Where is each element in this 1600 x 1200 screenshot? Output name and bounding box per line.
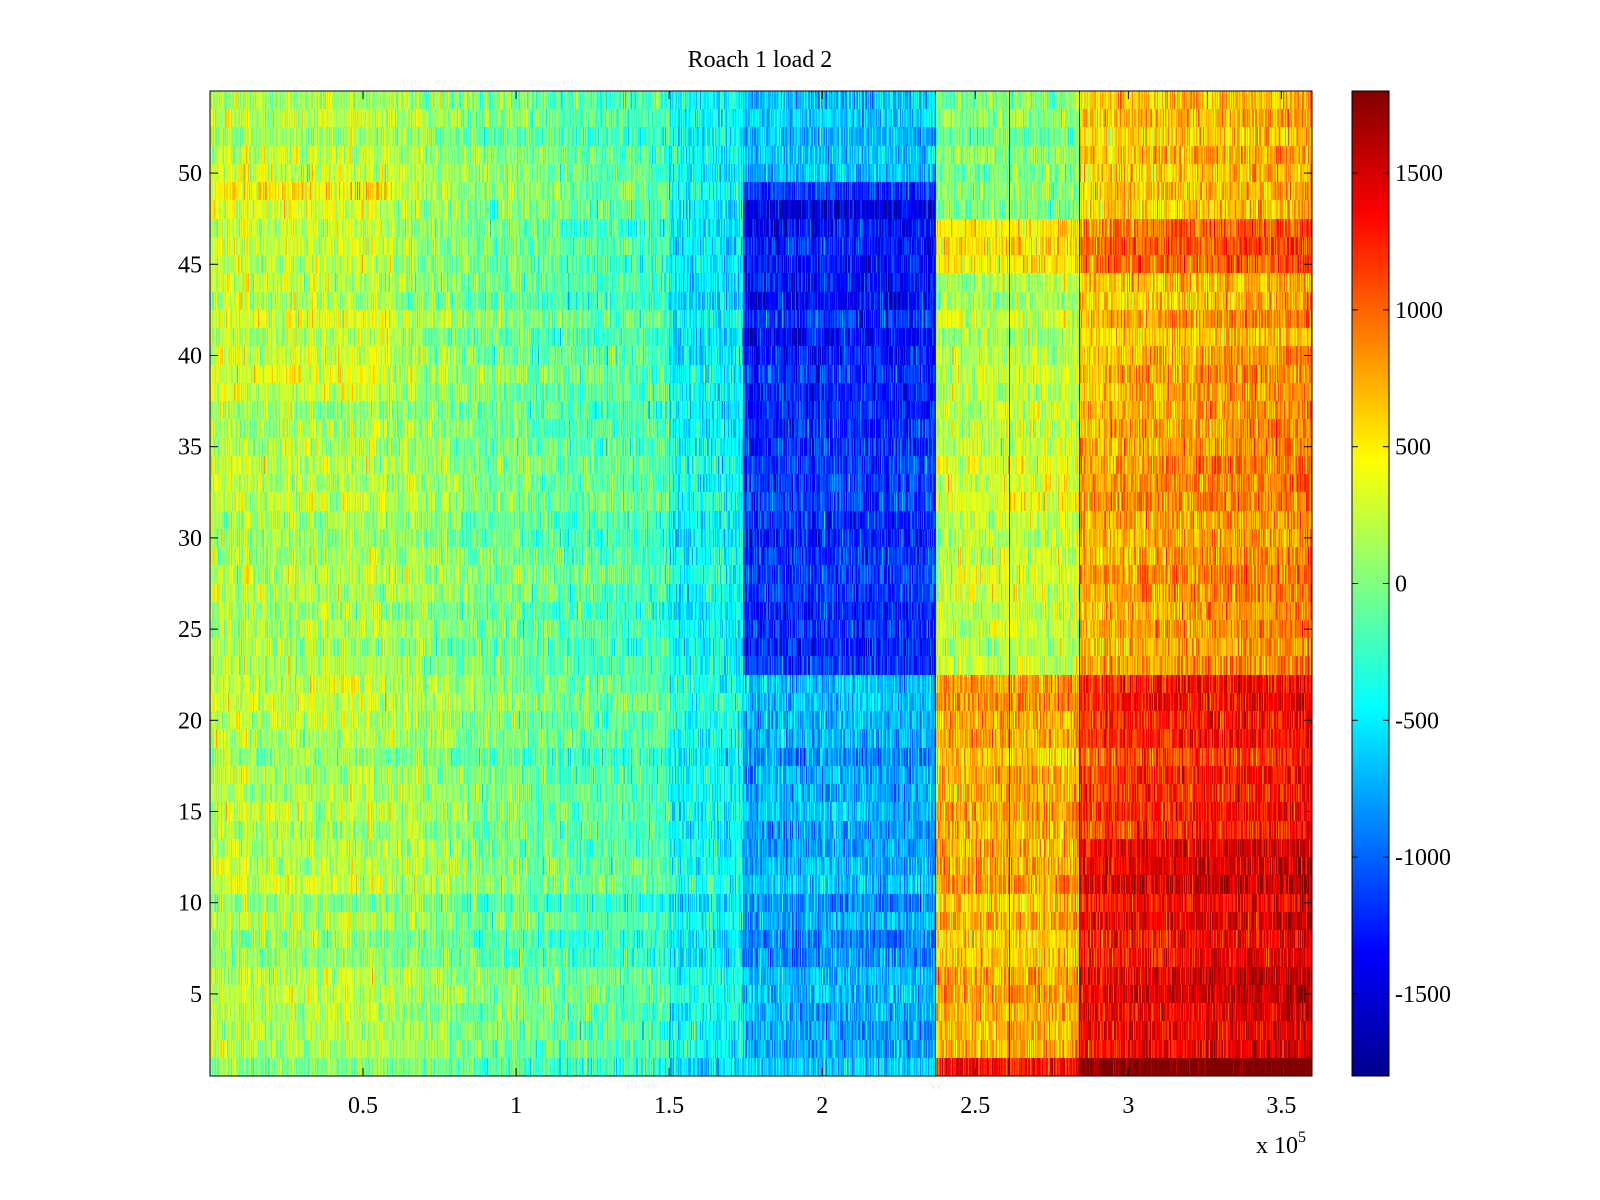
- x-tick-label: 3: [1122, 1093, 1134, 1119]
- y-tick-label: 40: [178, 343, 202, 369]
- x-tick-label: 2: [816, 1093, 828, 1119]
- y-axis: 5 10 15 20 25 30 35 40 45 50: [178, 161, 1312, 1008]
- colorbar-axis: 1500 1000 500 0 -500 -1000 -1500: [1352, 161, 1451, 1008]
- colorbar-tick-label: 1500: [1395, 161, 1443, 187]
- colorbar-tick-label: 500: [1395, 435, 1431, 461]
- colorbar-tick-label: -1000: [1395, 845, 1451, 871]
- colorbar-tick-label: -500: [1395, 708, 1439, 734]
- x-tick-label: 1: [510, 1093, 522, 1119]
- colorbar: [1351, 90, 1390, 1077]
- chart-title: Roach 1 load 2: [688, 47, 833, 73]
- y-tick-label: 20: [178, 708, 202, 734]
- y-tick-label: 30: [178, 526, 202, 552]
- y-tick-label: 5: [190, 982, 202, 1008]
- x-tick-label: 0.5: [348, 1093, 378, 1119]
- x-tick-label: 1.5: [654, 1093, 684, 1119]
- y-tick-label: 15: [178, 800, 202, 826]
- y-tick-label: 35: [178, 435, 202, 461]
- colorbar-tick-label: 0: [1395, 572, 1407, 598]
- x-tick-label: 3.5: [1266, 1093, 1296, 1119]
- colorbar-tick-label: -1500: [1395, 982, 1451, 1008]
- colorbar-tick-label: 1000: [1395, 298, 1443, 324]
- y-tick-label: 45: [178, 252, 202, 278]
- x-multiplier-label: x 105: [1256, 1129, 1306, 1159]
- heatmap-image: [210, 91, 1312, 1076]
- y-tick-label: 50: [178, 161, 202, 187]
- x-tick-label: 2.5: [960, 1093, 990, 1119]
- x-axis: 0.5 1 1.5 2 2.5 3 3.5: [348, 91, 1296, 1119]
- y-tick-label: 25: [178, 617, 202, 643]
- y-tick-label: 10: [178, 891, 202, 917]
- plot-frame: [209, 90, 1313, 1077]
